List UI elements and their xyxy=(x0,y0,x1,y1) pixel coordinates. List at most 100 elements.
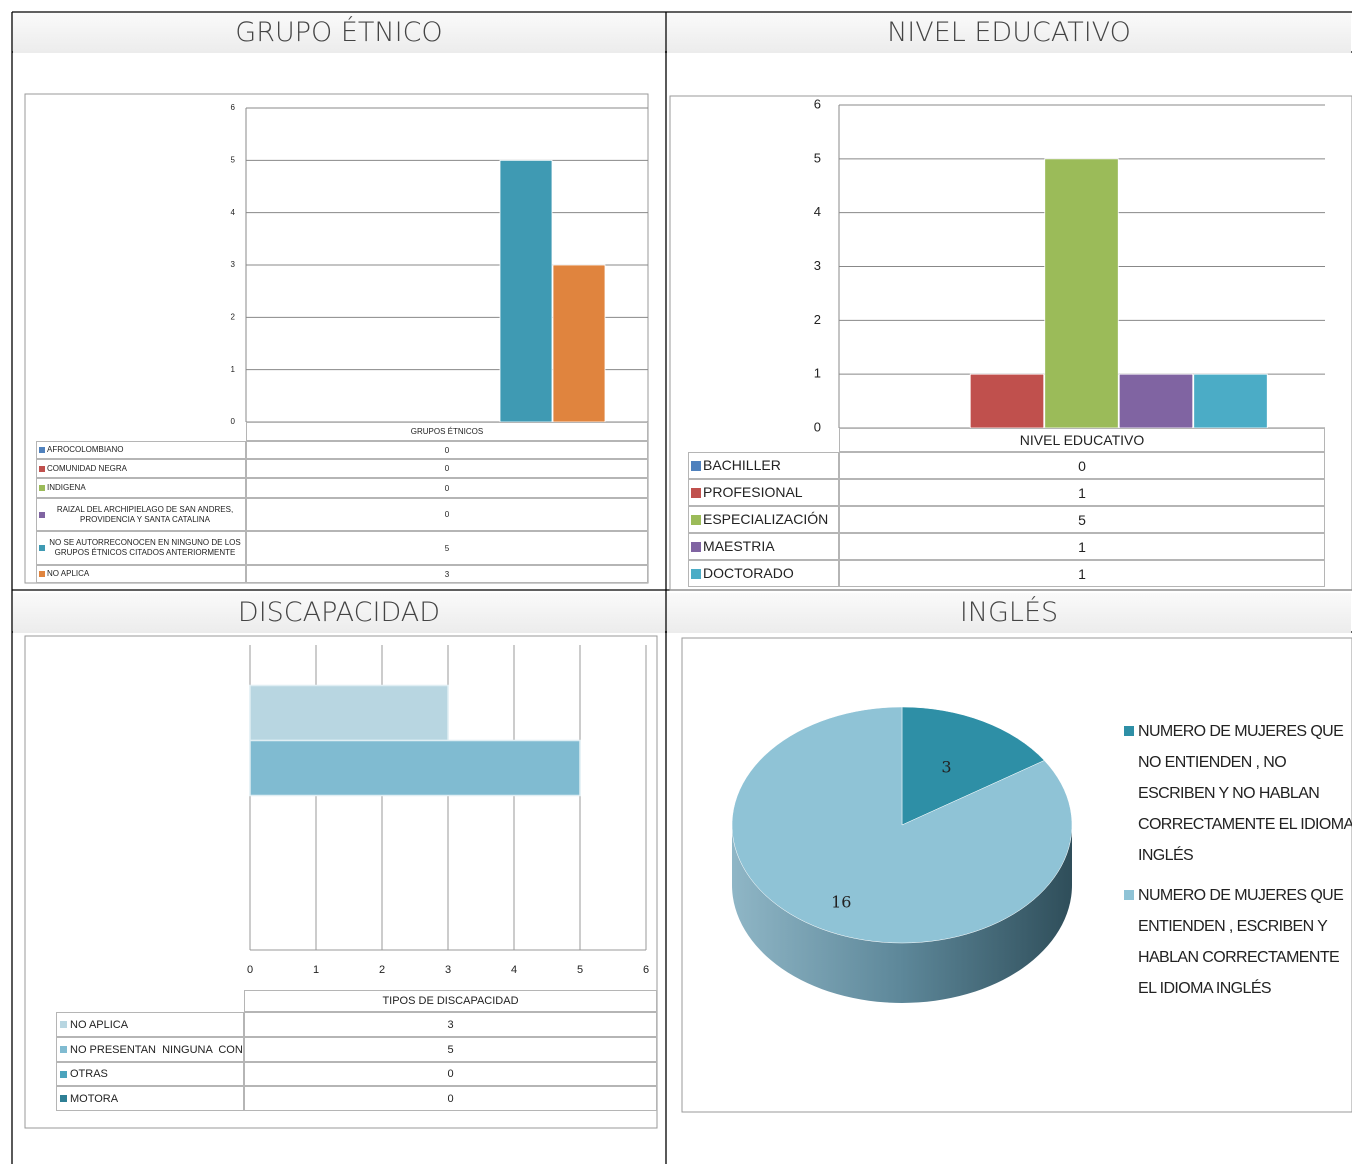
legend-swatch xyxy=(1124,726,1134,736)
chart-box xyxy=(681,637,1352,1113)
legend-swatch xyxy=(39,511,45,518)
legend-label: NO SE AUTORRECONOCEN EN NINGUNO DE LOS G… xyxy=(49,538,241,557)
legend-label: PROFESIONAL xyxy=(703,483,803,500)
legend-label: MOTORA xyxy=(70,1092,119,1105)
value-label: 0 xyxy=(444,445,450,455)
category-header-cell: NIVEL EDUCATIVO xyxy=(839,428,1325,452)
legend-cell: PROFESIONAL xyxy=(688,479,839,506)
value-cell: 5 xyxy=(839,506,1325,533)
legend-swatch xyxy=(691,487,701,498)
y-tick-label: 0 xyxy=(231,417,236,426)
y-tick-label: 3 xyxy=(814,258,821,273)
panel-title: DISCAPACIDAD xyxy=(13,593,665,633)
legend-cell: AFROCOLOMBIANO xyxy=(36,441,246,459)
legend-swatch xyxy=(691,514,701,525)
y-tick-label: 2 xyxy=(231,312,236,321)
legend-swatch xyxy=(39,545,45,551)
data-label: 16 xyxy=(831,892,851,911)
legend-label: MAESTRIA xyxy=(703,537,775,554)
value-cell: 3 xyxy=(244,1012,657,1037)
pie-slice xyxy=(901,706,1045,826)
legend-swatch xyxy=(691,541,701,552)
legend-cell: NO PRESENTAN NINGUNA CONDICIÓN xyxy=(56,1037,244,1062)
legend-cell: NO APLICA xyxy=(36,565,246,583)
panel-title-text: NIVEL EDUCATIVO xyxy=(887,17,1131,48)
legend-label: AFROCOLOMBIANO xyxy=(47,445,124,454)
category-header-cell: GRUPOS ÉTNICOS xyxy=(246,422,648,441)
legend-label: NO APLICA xyxy=(47,569,90,578)
y-tick-label: 6 xyxy=(231,103,236,112)
y-tick-label: 5 xyxy=(814,150,821,165)
value-label: 0 xyxy=(447,1092,454,1105)
panel-title-text: DISCAPACIDAD xyxy=(237,597,441,628)
value-label: 3 xyxy=(444,569,450,579)
y-tick-label: 4 xyxy=(231,208,236,217)
legend-entry: NUMERO DE MUJERES QUE ENTIENDEN , ESCRIB… xyxy=(1124,880,1352,1004)
legend-swatch xyxy=(39,571,45,577)
legend-label: NUMERO DE MUJERES QUE NO ENTIENDEN , NO … xyxy=(1138,723,1352,864)
legend-swatch xyxy=(39,447,45,453)
panel-title: GRUPO ÉTNICO xyxy=(13,13,665,53)
value-label: 1 xyxy=(1078,565,1086,582)
y-tick-label: 1 xyxy=(814,366,821,381)
value-label: 0 xyxy=(447,1068,454,1080)
value-cell: 5 xyxy=(246,531,648,565)
value-cell: 1 xyxy=(839,560,1325,587)
value-cell: 0 xyxy=(246,498,648,531)
x-tick-label: 6 xyxy=(643,964,649,976)
pie-side xyxy=(732,825,1072,1003)
legend-cell: DOCTORADO xyxy=(688,560,839,587)
x-tick-label: 0 xyxy=(247,964,253,976)
value-cell: 1 xyxy=(839,533,1325,560)
bar xyxy=(1193,373,1268,429)
x-tick-label: 4 xyxy=(511,964,517,976)
legend-swatch xyxy=(60,1095,67,1102)
legend-label: NUMERO DE MUJERES QUE ENTIENDEN , ESCRIB… xyxy=(1138,887,1344,997)
x-tick-label: 2 xyxy=(379,964,385,976)
value-label: 5 xyxy=(1078,511,1086,528)
value-label: 0 xyxy=(1078,457,1086,474)
value-cell: 0 xyxy=(246,478,648,498)
value-label: 0 xyxy=(444,510,450,519)
category-label: TIPOS DE DISCAPACIDAD xyxy=(382,995,519,1007)
value-cell: 0 xyxy=(244,1086,657,1111)
legend-label: INDIGENA xyxy=(47,483,86,492)
value-cell: 0 xyxy=(246,441,648,459)
legend-cell: INDIGENA xyxy=(36,478,246,498)
value-cell: 0 xyxy=(244,1062,657,1086)
value-label: 5 xyxy=(444,543,450,553)
value-label: 1 xyxy=(1078,484,1086,501)
bar xyxy=(249,684,449,742)
panel-title-text: INGLÉS xyxy=(959,597,1059,628)
y-tick-label: 5 xyxy=(231,155,236,164)
legend-label: RAIZAL DEL ARCHIPIELAGO DE SAN ANDRES, P… xyxy=(56,504,234,524)
data-label: 3 xyxy=(941,757,951,776)
bar xyxy=(1118,373,1194,429)
x-tick-label: 3 xyxy=(445,964,451,976)
value-cell: 5 xyxy=(244,1037,657,1062)
legend-cell: MAESTRIA xyxy=(688,533,839,560)
legend-entry: NUMERO DE MUJERES QUE NO ENTIENDEN , NO … xyxy=(1124,716,1352,871)
x-tick-label: 1 xyxy=(313,964,319,976)
value-label: 1 xyxy=(1078,538,1086,555)
legend-swatch xyxy=(39,465,45,472)
legend-swatch xyxy=(39,485,45,491)
panel-title: INGLÉS xyxy=(667,593,1351,633)
legend-label: BACHILLER xyxy=(703,456,781,473)
category-label: NIVEL EDUCATIVO xyxy=(1019,432,1145,448)
legend-swatch xyxy=(1124,890,1134,900)
legend-label: ESPECIALIZACIÓN xyxy=(703,510,829,527)
legend-swatch xyxy=(691,568,701,579)
value-cell: 3 xyxy=(246,565,648,583)
y-tick-label: 1 xyxy=(231,365,236,374)
value-cell: 0 xyxy=(839,452,1325,479)
value-cell: 0 xyxy=(246,459,648,478)
value-label: 0 xyxy=(444,483,450,493)
value-label: 3 xyxy=(447,1018,454,1031)
bar xyxy=(1044,158,1119,429)
legend-label: NO APLICA xyxy=(70,1018,129,1031)
legend-swatch xyxy=(60,1070,67,1078)
legend-label: COMUNIDAD NEGRA xyxy=(47,463,128,473)
